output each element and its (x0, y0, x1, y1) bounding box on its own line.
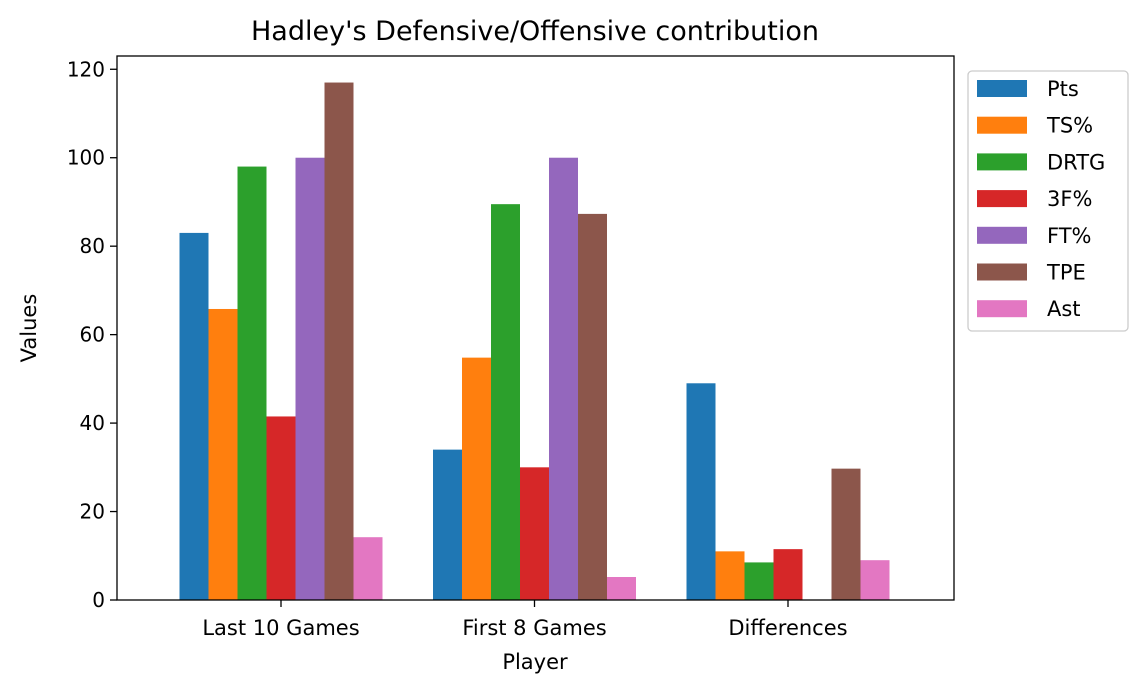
y-tick-label: 100 (67, 146, 105, 170)
bar-ts-2 (715, 551, 745, 600)
x-axis: Last 10 Games First 8 Games Differences (202, 600, 848, 640)
legend-label: DRTG (1047, 150, 1105, 174)
bar-tpe-1 (578, 213, 607, 600)
x-tick-label: First 8 Games (462, 616, 606, 640)
x-tick-label: Last 10 Games (202, 616, 359, 640)
bar-drtg-0 (237, 166, 267, 601)
legend-swatch (977, 190, 1027, 208)
legend: Pts TS% DRTG 3F% FT% TPE Ast (967, 70, 1129, 332)
bar-ft-1 (549, 157, 578, 600)
y-tick-label: 80 (80, 234, 105, 258)
legend-label: Pts (1047, 77, 1079, 101)
bar-ft-0 (295, 157, 325, 600)
bar-3f-0 (266, 416, 296, 600)
y-tick-label: 60 (80, 323, 105, 347)
legend-label: FT% (1047, 224, 1092, 248)
bar-pts-2 (686, 383, 716, 600)
bar-3f-1 (520, 467, 549, 600)
bar-ast-0 (353, 537, 383, 600)
y-tick-label: 120 (67, 57, 105, 81)
legend-swatch (977, 263, 1027, 281)
bar-tpe-0 (324, 82, 354, 601)
bar-drtg-2 (744, 562, 774, 600)
bar-ts-0 (208, 308, 238, 600)
legend-label: TS% (1046, 114, 1093, 138)
y-axis: 0 20 40 60 80 100 120 (67, 57, 117, 612)
bar-ast-2 (860, 560, 890, 600)
y-tick-label: 40 (80, 411, 105, 435)
legend-label: 3F% (1047, 187, 1092, 211)
y-tick-label: 0 (92, 588, 105, 612)
bar-pts-1 (433, 449, 462, 600)
x-axis-label: Player (502, 650, 568, 674)
bar-drtg-1 (491, 204, 520, 600)
x-tick-label: Differences (728, 616, 847, 640)
bar-ast-1 (607, 577, 636, 600)
plot-frame (116, 55, 955, 601)
legend-swatch (977, 153, 1027, 171)
legend-swatch (977, 300, 1027, 318)
y-axis-label: Values (17, 294, 41, 363)
legend-swatch (977, 80, 1027, 97)
bar-3f-2 (773, 549, 803, 600)
y-tick-label: 20 (80, 500, 105, 524)
bars-layer (179, 82, 890, 601)
legend-swatch (977, 116, 1027, 134)
bar-tpe-2 (831, 468, 861, 600)
legend-swatch (977, 226, 1027, 244)
legend-label: TPE (1046, 261, 1086, 285)
legend-label: Ast (1047, 297, 1081, 321)
bar-pts-0 (179, 232, 209, 600)
bar-ts-1 (462, 357, 491, 600)
chart-title: Hadley's Defensive/Offensive contributio… (251, 16, 819, 47)
